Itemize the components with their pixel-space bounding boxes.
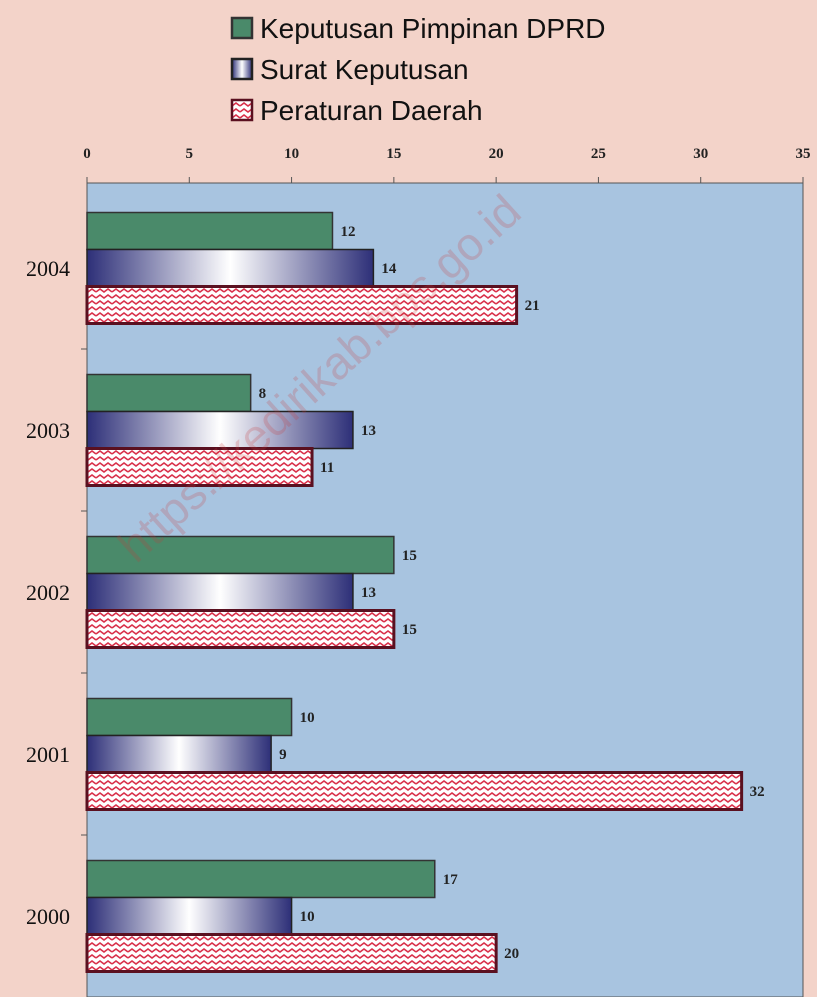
x-tick-label: 10 xyxy=(284,146,299,162)
y-tick-label: 2001 xyxy=(26,742,70,767)
x-tick-label: 20 xyxy=(489,146,504,162)
x-tick-label: 0 xyxy=(83,146,91,162)
y-tick-label: 2000 xyxy=(26,904,70,929)
legend-swatch xyxy=(230,57,254,81)
bar xyxy=(86,410,354,450)
value-label: 13 xyxy=(361,585,376,601)
bar xyxy=(86,535,395,575)
value-label: 15 xyxy=(402,622,417,638)
legend-swatch xyxy=(230,16,254,40)
value-label: 15 xyxy=(402,548,417,564)
value-label: 17 xyxy=(443,872,459,888)
value-label: 21 xyxy=(525,298,540,314)
bar xyxy=(85,447,314,487)
bar xyxy=(86,211,334,251)
x-tick-label: 5 xyxy=(186,146,194,162)
bar xyxy=(86,896,293,936)
legend-label: Surat Keputusan xyxy=(260,54,469,85)
value-label: 32 xyxy=(750,784,765,800)
value-label: 8 xyxy=(259,386,267,402)
value-label: 11 xyxy=(320,460,334,476)
legend-label: Peraturan Daerah xyxy=(260,95,483,126)
bar xyxy=(86,248,375,288)
bar xyxy=(85,609,396,649)
value-label: 12 xyxy=(340,224,355,240)
value-label: 9 xyxy=(279,747,287,763)
value-label: 10 xyxy=(300,710,315,726)
x-tick-label: 25 xyxy=(591,146,606,162)
bar xyxy=(86,697,293,737)
x-tick-label: 15 xyxy=(386,146,401,162)
x-tick-label: 35 xyxy=(796,146,811,162)
bar xyxy=(85,285,519,325)
bar xyxy=(86,373,252,413)
bar xyxy=(86,572,354,612)
y-tick-label: 2003 xyxy=(26,418,70,443)
bar xyxy=(85,771,744,811)
value-label: 10 xyxy=(300,909,315,925)
value-label: 14 xyxy=(381,261,397,277)
value-label: 13 xyxy=(361,423,376,439)
bar xyxy=(86,859,436,899)
value-label: 20 xyxy=(504,946,519,962)
bar xyxy=(86,734,272,774)
bar xyxy=(85,933,498,973)
x-tick-label: 30 xyxy=(693,146,708,162)
legend-swatch xyxy=(230,98,254,122)
y-tick-label: 2004 xyxy=(26,256,70,281)
y-tick-label: 2002 xyxy=(26,580,70,605)
legend-label: Keputusan Pimpinan DPRD xyxy=(260,13,606,44)
